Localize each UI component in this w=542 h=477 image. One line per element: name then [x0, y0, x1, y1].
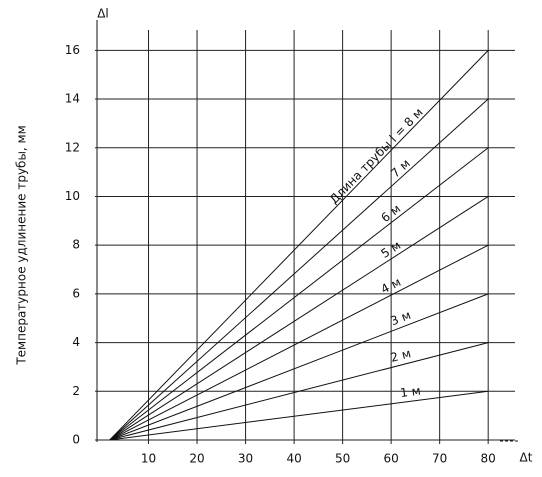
curve [109, 147, 489, 441]
curve [109, 50, 489, 441]
series-label: 5 м [378, 238, 403, 261]
y-tick-label: 14 [65, 92, 80, 106]
x-tick-label: 10 [141, 452, 156, 466]
series-label: 7 м [388, 156, 413, 180]
y-tick-label: 12 [65, 140, 80, 154]
series-label: 3 м [389, 308, 413, 328]
x-tick-label: 40 [286, 452, 301, 466]
curve [109, 244, 489, 441]
curve [109, 342, 489, 441]
y-tick-label: 16 [65, 43, 80, 57]
y-tick-label: 2 [72, 384, 80, 398]
series-label: 4 м [379, 275, 404, 297]
series-label: 2 м [389, 346, 412, 365]
curve [109, 390, 489, 441]
curve [109, 98, 489, 441]
series-label: 6 м [378, 201, 403, 225]
curve [109, 196, 489, 441]
y-tick-label: 10 [65, 189, 80, 203]
series-label: 1 м [399, 384, 421, 401]
x-tick-label: 80 [481, 452, 496, 466]
y-tick-label: 0 [72, 433, 80, 447]
x-tick-label: 20 [189, 452, 204, 466]
y-axis-label: Температурное удлинение трубы, мм [15, 125, 29, 365]
series-label: Длина трубы l = 8 м [327, 105, 426, 206]
y-tick-label: 8 [72, 238, 80, 252]
x-tick-label: 60 [383, 452, 398, 466]
y-tick-label: 6 [72, 286, 80, 300]
curve [109, 293, 489, 441]
x-axis-symbol: Δt [520, 451, 533, 465]
x-tick-label: 70 [432, 452, 447, 466]
y-tick-label: 4 [72, 335, 80, 349]
x-tick-label: 50 [335, 452, 350, 466]
y-axis-symbol: Δl [97, 7, 109, 21]
x-tick-label: 30 [238, 452, 253, 466]
